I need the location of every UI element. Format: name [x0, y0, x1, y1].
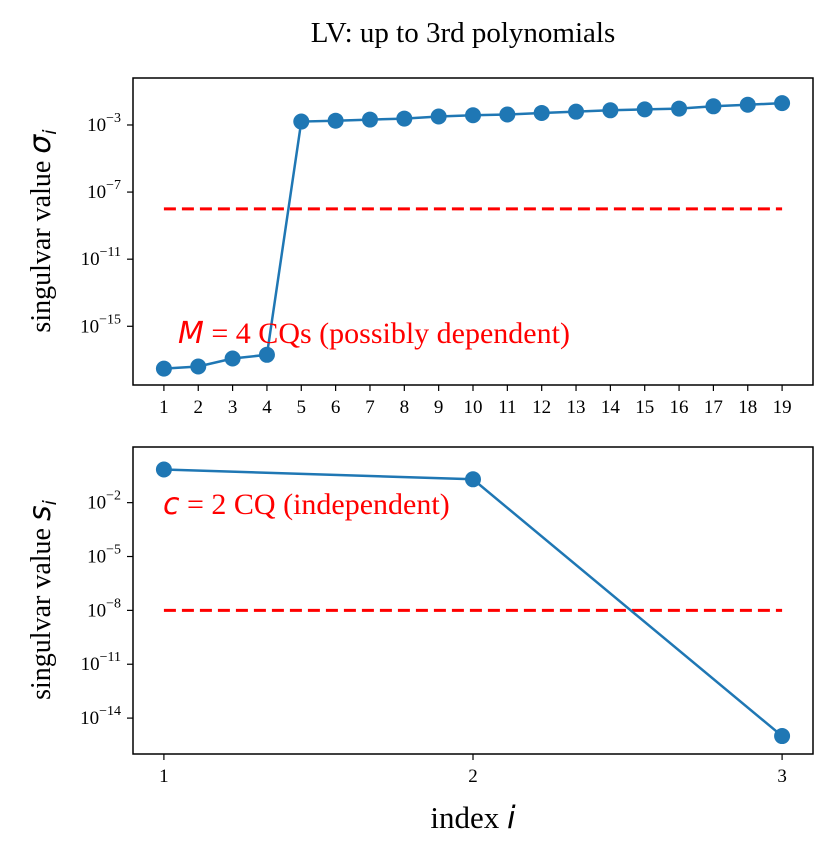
top-data-point: [499, 106, 516, 123]
bottom-series-markers: [155, 461, 791, 745]
top-x-tick-label: 19: [773, 397, 792, 418]
top-annotation-text: = 4 CQs (possibly dependent): [204, 317, 570, 350]
top-x-tick-label: 7: [365, 397, 375, 418]
bottom-panel-x-ticks: 1 2 3: [159, 754, 787, 787]
top-x-tick-label: 14: [601, 397, 621, 418]
x-axis-label: index i: [430, 800, 516, 836]
top-data-point: [224, 350, 241, 367]
bottom-y-tick-label: 10−8: [87, 596, 121, 621]
top-data-point: [774, 95, 791, 112]
top-data-point: [636, 101, 653, 118]
top-y-tick-label: 10−3: [87, 111, 121, 136]
bottom-x-tick-label: 3: [777, 766, 787, 787]
top-x-tick-label: 15: [635, 397, 654, 418]
bottom-y-label-symbol: s: [23, 505, 58, 521]
top-y-label-symbol: σ: [23, 134, 58, 154]
bottom-panel: 10−2 10−5 10−8 10−11 10−14 1 2 3 c = 2 CQ (ind…: [23, 446, 814, 787]
top-y-axis-label: singulvar value σi: [23, 129, 61, 333]
bottom-y-label-text: singulvar value: [26, 528, 57, 700]
bottom-y-axis-label: singulvar value si: [23, 499, 61, 699]
top-y-tick-label: 10−7: [87, 178, 121, 203]
top-x-tick-label: 17: [704, 397, 723, 418]
bottom-annotation: c = 2 CQ (independent): [163, 487, 450, 522]
top-data-point: [430, 108, 447, 125]
bottom-data-point: [774, 728, 791, 745]
top-data-point: [602, 102, 619, 119]
top-x-tick-label: 6: [331, 397, 341, 418]
top-x-tick-label: 11: [498, 397, 516, 418]
bottom-panel-y-ticks: 10−2 10−5 10−8 10−11 10−14: [80, 489, 133, 729]
top-panel-x-ticks: 1 2 3 4 5 6 7 8 9 10 11 12 13 14 15 16 17 18 19: [159, 385, 792, 418]
top-data-point: [671, 100, 688, 117]
top-data-point: [155, 360, 172, 377]
top-x-tick-label: 18: [738, 397, 757, 418]
top-x-tick-label: 10: [464, 397, 483, 418]
bottom-x-tick-label: 2: [468, 766, 478, 787]
x-label-symbol: i: [507, 800, 516, 836]
bottom-y-tick-label: 10−11: [81, 650, 121, 675]
x-label-text: index: [430, 800, 499, 835]
top-data-point: [190, 358, 207, 375]
figure-title: LV: up to 3rd polynomials: [311, 17, 616, 49]
top-x-tick-label: 12: [532, 397, 551, 418]
top-annotation: M = 4 CQs (possibly dependent): [178, 316, 570, 351]
bottom-y-label-subscript: i: [39, 499, 61, 505]
top-data-point: [396, 110, 413, 127]
top-data-point: [533, 104, 550, 121]
top-annotation-symbol: M: [178, 316, 204, 351]
top-y-label-subscript: i: [39, 129, 61, 135]
top-y-tick-label: 10−11: [81, 245, 121, 270]
top-x-tick-label: 8: [400, 397, 410, 418]
top-x-tick-label: 16: [670, 397, 689, 418]
top-data-point: [327, 112, 344, 129]
bottom-y-tick-label: 10−14: [80, 704, 121, 729]
top-x-tick-label: 2: [194, 397, 204, 418]
top-data-point: [361, 111, 378, 128]
bottom-y-tick-label: 10−2: [87, 489, 121, 514]
bottom-annotation-text: = 2 CQ (independent): [180, 488, 450, 521]
top-panel-y-ticks: 10−3 10−7 10−11 10−15: [80, 111, 133, 337]
top-data-point: [739, 96, 756, 113]
bottom-x-tick-label: 1: [159, 766, 169, 787]
bottom-y-tick-label: 10−5: [87, 543, 121, 568]
top-y-tick-label: 10−15: [80, 312, 121, 337]
top-data-point: [258, 346, 275, 363]
top-x-tick-label: 13: [567, 397, 586, 418]
top-series-markers: [155, 95, 791, 377]
top-data-point: [705, 98, 722, 115]
top-x-tick-label: 5: [297, 397, 307, 418]
top-x-tick-label: 4: [262, 397, 272, 418]
bottom-data-point: [155, 461, 172, 478]
top-x-tick-label: 9: [434, 397, 444, 418]
top-data-point: [568, 103, 585, 120]
bottom-annotation-symbol: c: [163, 487, 180, 522]
top-x-tick-label: 1: [159, 397, 169, 418]
top-data-point: [465, 107, 481, 124]
top-data-point: [293, 113, 310, 130]
top-x-tick-label: 3: [228, 397, 238, 418]
top-y-label-text: singulvar value: [26, 161, 57, 333]
bottom-data-point: [465, 471, 481, 488]
